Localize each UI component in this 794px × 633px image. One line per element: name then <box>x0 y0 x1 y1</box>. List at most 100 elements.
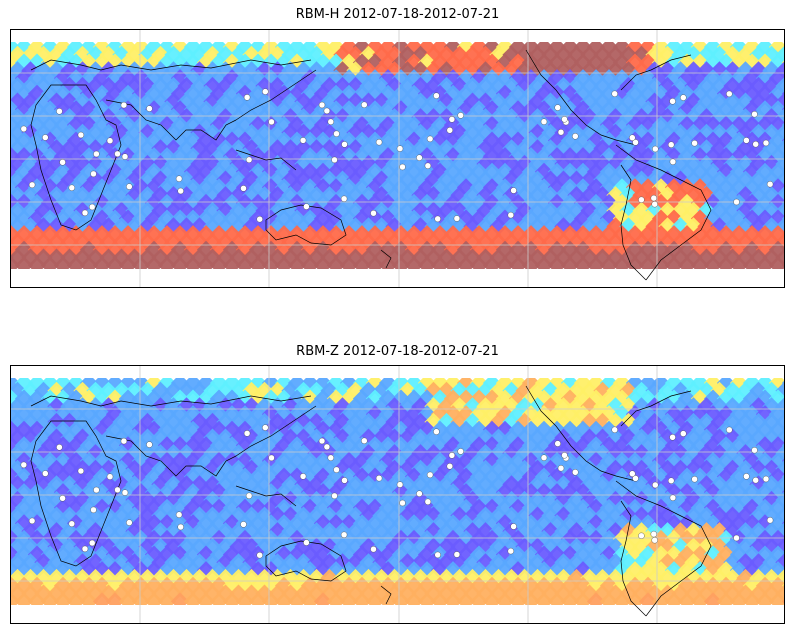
field-cell <box>21 412 40 432</box>
field-cell <box>632 412 651 432</box>
field-cell <box>47 248 66 267</box>
field-cell <box>86 412 105 432</box>
field-cell <box>671 248 690 267</box>
field-cell <box>697 45 716 64</box>
field-cell <box>729 451 749 471</box>
field-cell <box>716 115 736 135</box>
field-cell <box>190 412 209 432</box>
field-cell <box>684 537 703 556</box>
station-marker <box>243 94 251 101</box>
field-cell <box>762 412 781 432</box>
field-cell <box>242 412 261 432</box>
station-marker <box>262 88 269 95</box>
station-marker <box>611 426 618 433</box>
coastline <box>525 385 637 482</box>
station-marker <box>268 118 275 126</box>
station-marker <box>751 110 758 118</box>
field-cell <box>346 537 365 556</box>
field-cell <box>222 498 242 517</box>
field-cell <box>144 451 164 471</box>
field-cell <box>99 154 118 174</box>
field-cell <box>677 373 697 393</box>
field-cell <box>177 412 196 432</box>
station-marker <box>433 92 440 99</box>
field-cell <box>14 115 34 135</box>
field-cell <box>580 412 599 432</box>
station-marker <box>90 170 97 178</box>
field-cell <box>664 498 684 517</box>
field-cell <box>573 451 593 471</box>
field-cell <box>209 451 229 471</box>
field-cell <box>92 37 112 57</box>
field-cell <box>27 373 47 393</box>
map-panel-top <box>10 29 785 288</box>
field-cell <box>53 451 73 471</box>
field-cell <box>437 537 456 556</box>
field-cell <box>528 248 547 267</box>
field-cell <box>248 115 268 135</box>
field-cell <box>235 498 255 517</box>
station-marker <box>557 464 565 472</box>
field-cell <box>99 186 118 205</box>
field-cell <box>73 584 92 603</box>
field-cell <box>229 412 248 432</box>
field-cell <box>593 248 612 267</box>
station-marker <box>268 454 275 462</box>
coastlines <box>30 49 712 281</box>
field-cell <box>222 373 242 393</box>
field-cell <box>196 373 216 393</box>
field-cell <box>40 451 60 471</box>
field-cell <box>625 373 645 393</box>
field-cell <box>86 506 105 525</box>
field-cell <box>14 373 34 393</box>
field-cell <box>606 412 625 432</box>
station-marker <box>370 545 377 553</box>
station-marker <box>752 140 759 148</box>
field-cell <box>593 537 612 556</box>
station-marker <box>726 90 733 98</box>
station-marker <box>59 495 66 502</box>
field-cell <box>755 498 775 517</box>
field-cell <box>229 248 248 267</box>
station-marker <box>299 473 307 480</box>
field-cell <box>554 248 573 267</box>
field-cell <box>235 115 255 135</box>
field-cell <box>157 115 177 135</box>
field-cell <box>138 45 157 64</box>
field-cell <box>261 498 281 517</box>
field-cell <box>40 115 60 135</box>
station-marker <box>650 194 657 202</box>
coastline <box>620 500 647 617</box>
field-cell <box>560 498 580 517</box>
field-cell <box>534 498 554 517</box>
field-cell <box>755 115 775 135</box>
field-cell <box>651 451 671 471</box>
station-marker <box>93 486 100 494</box>
field-cell <box>560 451 580 471</box>
field-cell <box>144 498 164 517</box>
station-marker <box>341 477 348 484</box>
field-cell <box>73 490 92 510</box>
station-marker <box>340 195 348 203</box>
field-cell <box>599 451 619 471</box>
field-cell <box>164 412 183 432</box>
field-cell <box>651 498 671 517</box>
field-cell <box>612 115 632 135</box>
field-cell <box>677 498 697 517</box>
field-cell <box>586 115 606 135</box>
field-cell <box>99 490 118 510</box>
field-cell <box>320 537 339 556</box>
field-cell <box>73 217 92 236</box>
field-cell <box>580 537 599 556</box>
station-marker <box>120 437 128 445</box>
field-cell <box>606 248 625 267</box>
field-cell <box>105 178 125 197</box>
field-cell <box>378 498 398 517</box>
station-marker <box>733 198 740 206</box>
field-cell <box>209 373 229 393</box>
field-cell <box>99 108 118 127</box>
station-marker <box>433 428 440 435</box>
field-cell <box>203 537 222 556</box>
field-cell <box>651 115 671 135</box>
field-cell <box>99 45 118 64</box>
